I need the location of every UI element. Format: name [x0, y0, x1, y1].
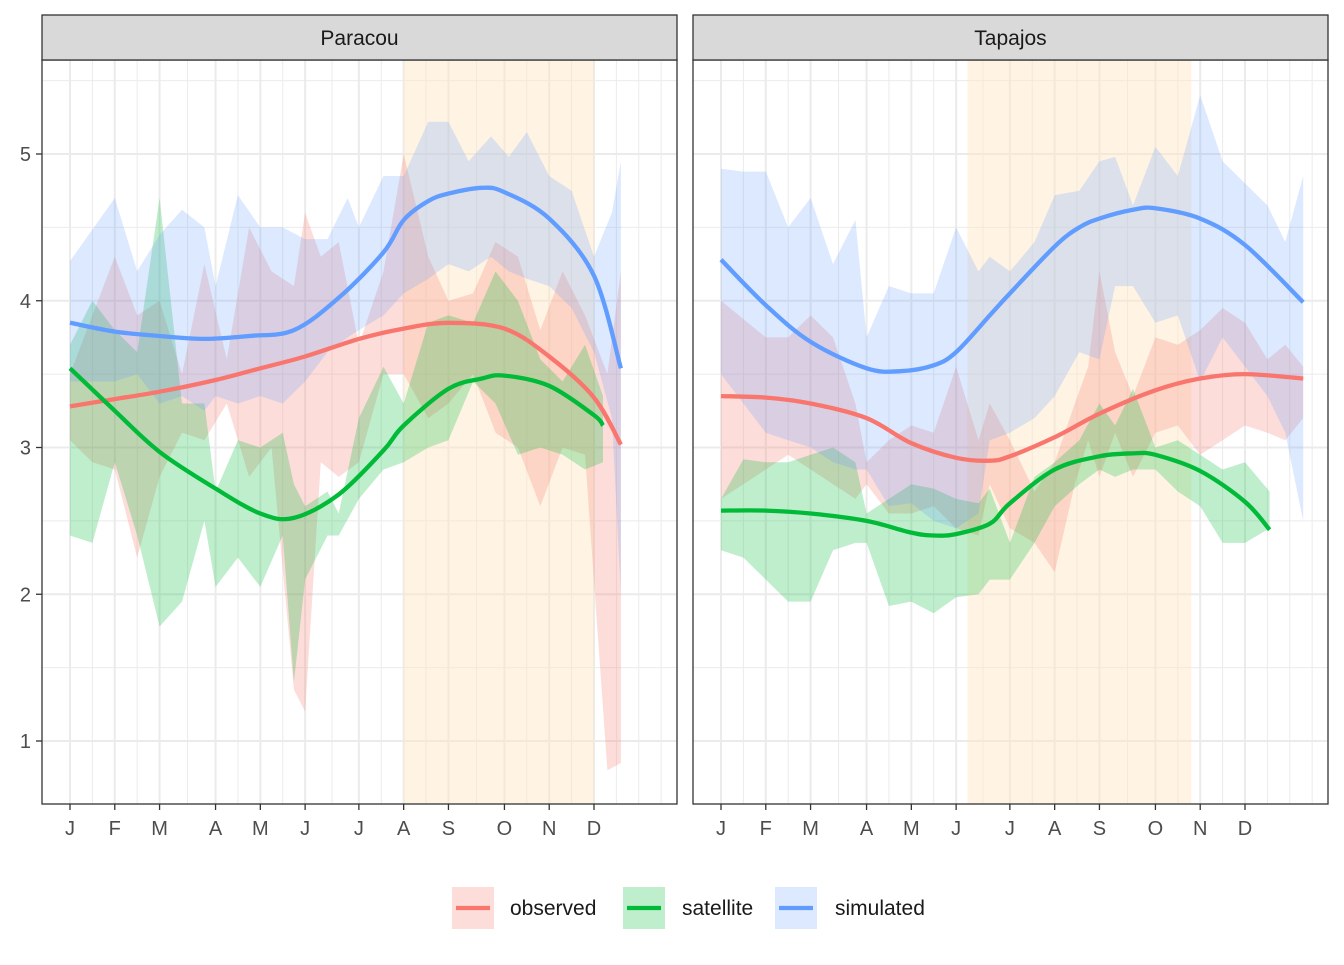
- season-shading: [967, 60, 1192, 804]
- legend-item-satellite: satellite: [623, 887, 753, 929]
- ribbon-observed: [70, 154, 621, 771]
- x-tick-label: J: [716, 818, 726, 840]
- facet-strip-label: Tapajos: [974, 27, 1046, 50]
- facet-panel-paracou: Paracou J F M A M J J A S O N D: [41, 14, 678, 840]
- facet-strip-label: Paracou: [320, 27, 398, 50]
- legend-item-observed: observed: [452, 887, 596, 929]
- ribbon-satellite: [721, 388, 1270, 614]
- x-tick-label: A: [860, 818, 874, 840]
- x-tick-label: A: [397, 818, 411, 840]
- x-tick-label: F: [760, 818, 772, 840]
- legend-label-observed: observed: [510, 897, 596, 920]
- x-tick-label: O: [1148, 818, 1164, 840]
- x-tick-label: J: [300, 818, 310, 840]
- legend-label-simulated: simulated: [835, 897, 925, 920]
- x-tick-label: J: [65, 818, 75, 840]
- x-tick-label: M: [903, 818, 920, 840]
- facet-strip: [692, 14, 1329, 61]
- x-tick-label: M: [802, 818, 819, 840]
- y-tick-label: 4: [20, 291, 31, 313]
- ribbon-observed: [721, 271, 1304, 573]
- x-tick-label: D: [587, 818, 601, 840]
- ribbon-simulated: [70, 121, 621, 595]
- facet-strip: [41, 14, 678, 61]
- facet-panel-tapajos: Tapajos J F M A M J J A S O N D: [692, 14, 1329, 840]
- x-tick-label: N: [542, 818, 556, 840]
- x-tick-label: D: [1238, 818, 1252, 840]
- line-observed: [69, 320, 623, 446]
- y-tick-label: 3: [20, 438, 31, 460]
- x-tick-label: M: [252, 818, 269, 840]
- x-tick-label: A: [1048, 818, 1062, 840]
- season-shading: [403, 60, 594, 804]
- x-tick-label: A: [209, 818, 223, 840]
- y-tick-label: 5: [20, 144, 31, 166]
- x-tick-label: J: [354, 818, 364, 840]
- panel-grid: [42, 60, 677, 804]
- x-tick-label: M: [151, 818, 168, 840]
- line-simulated: [69, 185, 623, 369]
- x-tick-label: F: [109, 818, 121, 840]
- legend-label-satellite: satellite: [682, 897, 753, 920]
- y-axis: 1 2 3 4 5: [20, 144, 42, 753]
- line-simulated: [719, 205, 1305, 374]
- x-tick-label: O: [497, 818, 513, 840]
- y-tick-label: 2: [20, 584, 31, 606]
- legend-item-simulated: simulated: [775, 887, 925, 929]
- y-tick-label: 1: [20, 731, 31, 753]
- x-tick-label: S: [1093, 818, 1106, 840]
- x-tick-label: N: [1193, 818, 1207, 840]
- line-satellite: [720, 450, 1272, 538]
- x-tick-label: J: [1005, 818, 1015, 840]
- legend: observed satellite simulated: [452, 887, 925, 929]
- line-observed: [720, 371, 1304, 463]
- line-satellite: [68, 366, 605, 522]
- x-tick-label: J: [951, 818, 961, 840]
- ribbon-satellite: [70, 198, 603, 683]
- x-tick-label: S: [442, 818, 455, 840]
